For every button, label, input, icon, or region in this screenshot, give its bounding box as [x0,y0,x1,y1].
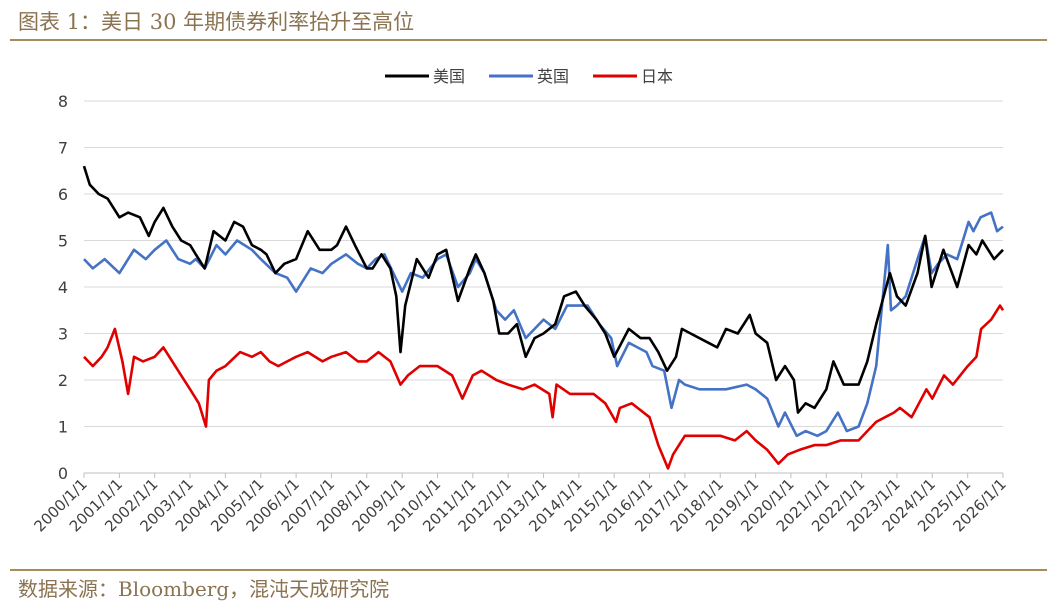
y-tick-label: 3 [58,325,68,344]
y-axis-ticks: 0 1 2 3 4 5 6 7 8 [58,92,68,483]
series-line-jp [83,304,1005,470]
legend: 美国 英国 日本 [385,67,673,86]
series-line-us [82,165,1004,414]
y-tick-label: 4 [58,278,68,297]
y-tick-label: 7 [58,139,68,158]
series-lines [82,165,1005,470]
legend-label-jp: 日本 [641,67,673,86]
series-line-uk [83,211,1004,438]
y-tick-label: 8 [58,92,68,111]
source-note: 数据来源：Bloomberg，混沌天成研究院 [18,577,390,601]
gridlines [84,100,1003,427]
legend-label-uk: 英国 [537,67,569,86]
figure-title: 图表 1：美日 30 年期债券利率抬升至高位 [18,10,415,34]
y-tick-label: 1 [58,418,68,437]
legend-label-us: 美国 [433,67,465,86]
y-tick-label: 0 [58,464,68,483]
source-divider [10,569,1047,571]
title-divider [10,39,1047,41]
line-chart: 0 1 2 3 4 5 6 7 8 2000/1/12001/1/12002/1/12003/1… [30,67,1010,535]
y-tick-label: 6 [58,185,68,204]
x-axis: 2000/1/12001/1/12002/1/12003/1/12004/1/1… [30,472,1010,535]
y-tick-label: 2 [58,371,68,390]
y-tick-label: 5 [58,232,68,251]
